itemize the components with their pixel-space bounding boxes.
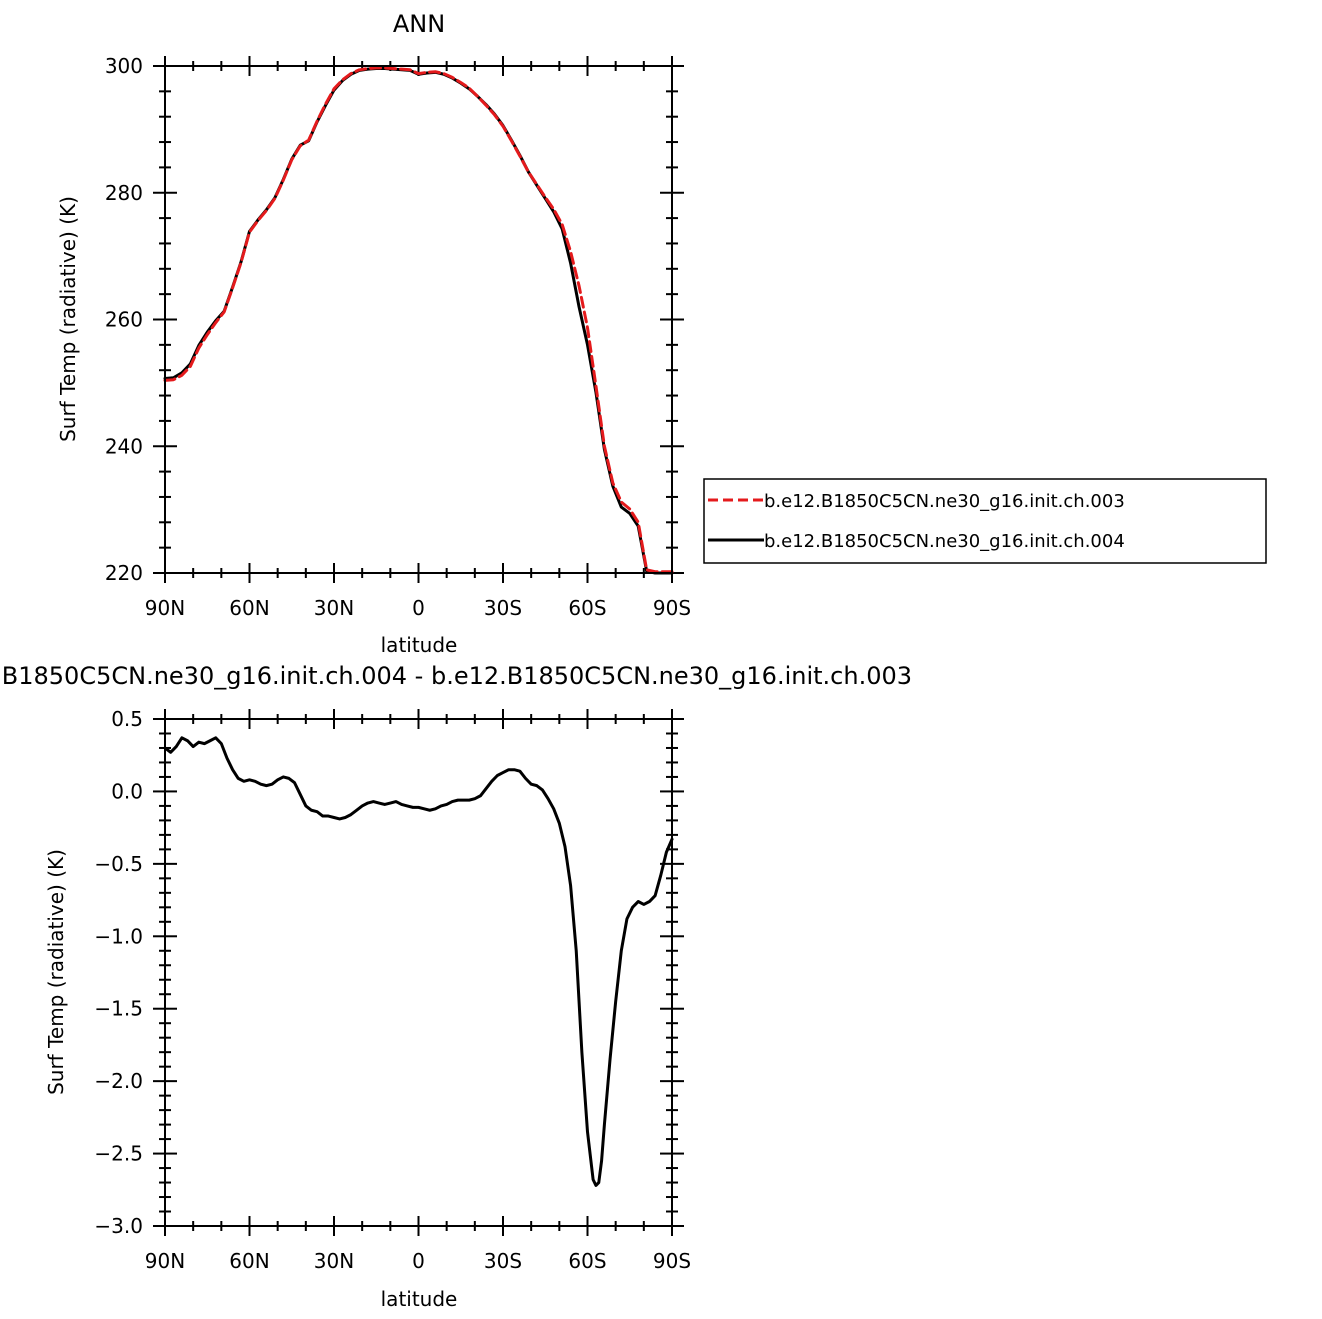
bottom-x-axis-label: latitude	[381, 1287, 458, 1311]
top-y-tick-label: 220	[105, 561, 143, 585]
bottom-x-tick-label: 30N	[314, 1249, 354, 1273]
top-panel: ANN 90N 60N 30N 0 30S 60S 90S 220 240 260 280 300 l…	[56, 10, 1267, 657]
top-plot-area: 90N 60N 30N 0 30S 60S 90S 220 240 260 280 300	[105, 54, 691, 620]
bottom-plot-frame	[164, 718, 673, 1227]
bottom-x-tick-label: 90N	[145, 1249, 185, 1273]
top-x-tick-label: 90N	[145, 596, 185, 620]
top-x-tick-label: 30N	[314, 596, 354, 620]
top-plot-frame	[164, 65, 673, 574]
top-x-tick-label: 60N	[229, 596, 269, 620]
bottom-y-tick-label: 0.0	[111, 779, 143, 803]
bottom-chart-title: b.e12.B1850C5CN.ne30_g16.init.ch.004 - b…	[0, 662, 912, 690]
top-series-line-1	[163, 66, 674, 574]
top-x-tick-label: 30S	[484, 596, 522, 620]
bottom-x-tick-label: 90S	[653, 1249, 691, 1273]
bottom-y-tick-label: 0.5	[111, 707, 143, 731]
bottom-y-tick-label: −0.5	[94, 852, 143, 876]
bottom-x-tick-label: 30S	[484, 1249, 522, 1273]
top-y-tick-label: 240	[105, 434, 143, 458]
top-x-tick-label: 60S	[568, 596, 606, 620]
top-y-axis-label: Surf Temp (radiative) (K)	[56, 196, 80, 442]
legend-label-series-1: b.e12.B1850C5CN.ne30_g16.init.ch.003	[764, 491, 1125, 512]
top-series-line-2	[163, 67, 674, 575]
bottom-plot-area: 90N 60N 30N 0 30S 60S 90S 0.5 0.0 −0.5 −1.0 −1.5 −2.…	[94, 707, 691, 1273]
top-chart-title: ANN	[393, 10, 445, 38]
bottom-y-axis-label: Surf Temp (radiative) (K)	[44, 849, 68, 1095]
legend-frame	[703, 478, 1267, 564]
top-y-tick-label: 280	[105, 181, 143, 205]
bottom-panel: b.e12.B1850C5CN.ne30_g16.init.ch.004 - b…	[0, 662, 912, 1311]
top-x-axis-label: latitude	[381, 633, 458, 657]
top-x-tick-label: 90S	[653, 596, 691, 620]
legend-label-series-2: b.e12.B1850C5CN.ne30_g16.init.ch.004	[764, 531, 1125, 552]
bottom-y-tick-label: −1.0	[94, 924, 143, 948]
top-x-tick-label: 0	[412, 596, 425, 620]
bottom-series-line-1	[163, 736, 674, 1187]
legend: b.e12.B1850C5CN.ne30_g16.init.ch.003 b.e…	[703, 478, 1267, 564]
bottom-x-tick-label: 0	[412, 1249, 425, 1273]
top-y-tick-label: 300	[105, 54, 143, 78]
bottom-y-tick-label: −2.0	[94, 1069, 143, 1093]
bottom-x-tick-label: 60N	[229, 1249, 269, 1273]
bottom-y-tick-label: −2.5	[94, 1142, 143, 1166]
bottom-x-tick-label: 60S	[568, 1249, 606, 1273]
bottom-y-tick-label: −1.5	[94, 997, 143, 1021]
top-y-tick-label: 260	[105, 308, 143, 332]
bottom-y-tick-label: −3.0	[94, 1214, 143, 1238]
